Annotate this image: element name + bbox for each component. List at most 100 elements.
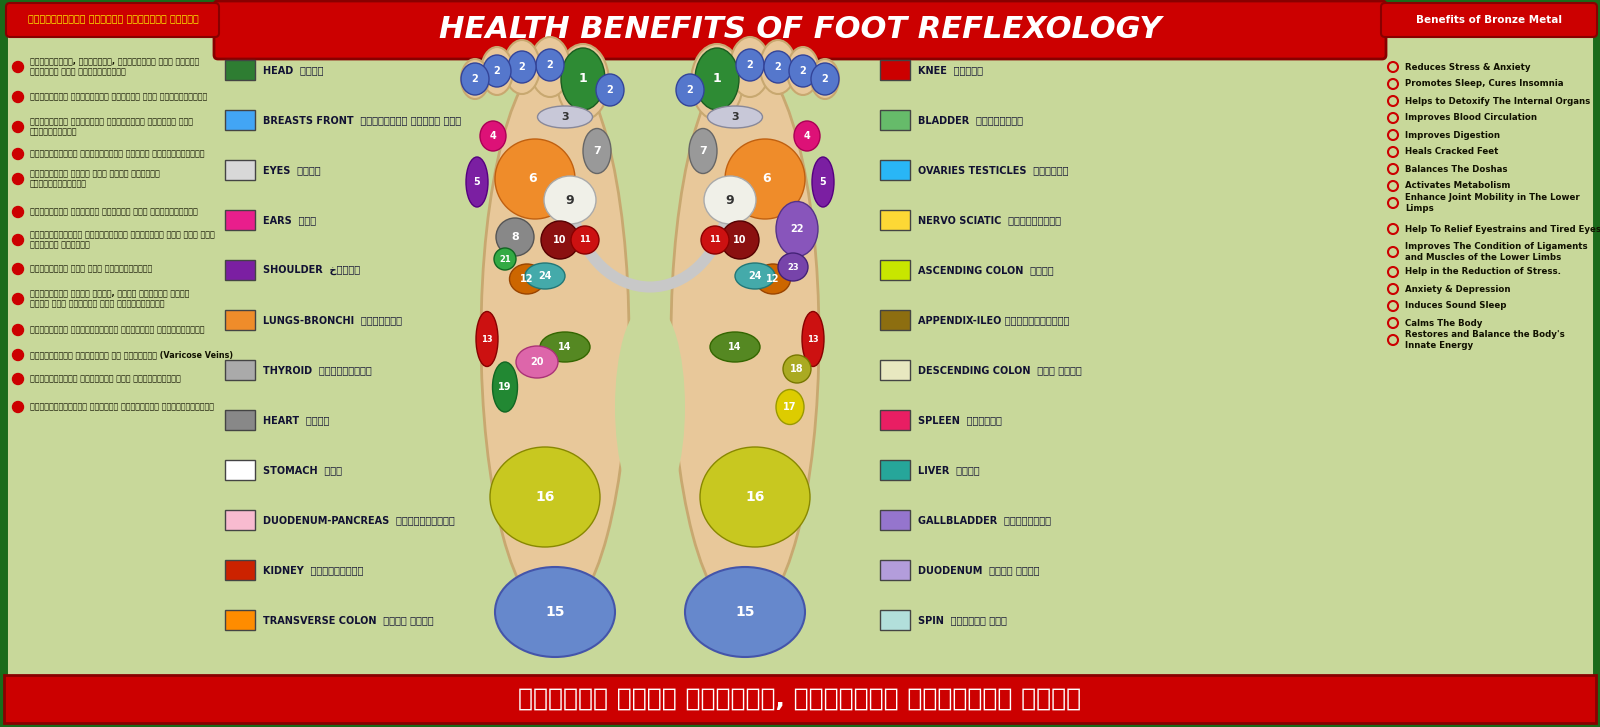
Text: पायावरची सूज कमी करण्यासाठी: पायावरची सूज कमी करण्यासाठी <box>30 265 152 273</box>
Text: EYES  डोळे: EYES डोळे <box>262 165 320 175</box>
Text: 2: 2 <box>518 62 525 72</box>
Ellipse shape <box>794 121 819 151</box>
Ellipse shape <box>691 44 742 120</box>
Text: 13: 13 <box>482 334 493 343</box>
Text: 6: 6 <box>763 172 771 185</box>
Circle shape <box>13 350 24 361</box>
Ellipse shape <box>477 311 498 366</box>
Text: GALLBLADDER  पित्ताशय: GALLBLADDER पित्ताशय <box>918 515 1051 525</box>
Text: 16: 16 <box>536 490 555 504</box>
Ellipse shape <box>482 57 629 617</box>
Ellipse shape <box>562 48 605 110</box>
Ellipse shape <box>482 47 514 95</box>
Text: SPLEEN  पाणथरी: SPLEEN पाणथरी <box>918 415 1002 425</box>
Text: 9: 9 <box>726 193 734 206</box>
Ellipse shape <box>480 121 506 151</box>
Circle shape <box>13 294 24 305</box>
Ellipse shape <box>626 307 685 507</box>
Text: 11: 11 <box>709 236 722 244</box>
Text: 2: 2 <box>747 60 754 70</box>
Text: शरीरातील रक्तप्रवाह सुरळळित करण्यासाठी: शरीरातील रक्तप्रवाह सुरळळित करण्यासाठी <box>30 326 205 334</box>
Text: 10: 10 <box>733 235 747 245</box>
Ellipse shape <box>496 218 534 256</box>
Text: STOMACH  पोट: STOMACH पोट <box>262 465 342 475</box>
FancyBboxPatch shape <box>226 260 254 280</box>
Text: Activates Metabolism: Activates Metabolism <box>1405 182 1510 190</box>
Text: Improves Digestion: Improves Digestion <box>1405 131 1501 140</box>
Text: LIVER  यकृत: LIVER यकृत <box>918 465 979 475</box>
Ellipse shape <box>707 106 763 128</box>
Circle shape <box>13 324 24 335</box>
Text: SHOULDER  خांदा: SHOULDER خांदा <box>262 265 360 275</box>
Ellipse shape <box>595 74 624 106</box>
Text: शरीरातील पित्ताचे प्रमाण कमी करण्यासाठी: शरीरातील पित्ताचे प्रमाण कमी करण्यासाठी <box>30 92 208 102</box>
Ellipse shape <box>776 390 805 425</box>
Ellipse shape <box>787 47 819 95</box>
Text: Help in the Reduction of Stress.: Help in the Reduction of Stress. <box>1405 268 1562 276</box>
FancyBboxPatch shape <box>226 210 254 230</box>
FancyBboxPatch shape <box>880 60 910 80</box>
Text: Helps to Detoxify The Internal Organs: Helps to Detoxify The Internal Organs <box>1405 97 1590 105</box>
Text: DUODENUM-PANCREAS  स्वादुपिंड: DUODENUM-PANCREAS स्वादुपिंड <box>262 515 454 525</box>
Ellipse shape <box>813 157 834 207</box>
Text: 12: 12 <box>766 274 779 284</box>
Ellipse shape <box>525 263 565 289</box>
FancyBboxPatch shape <box>226 310 254 330</box>
Circle shape <box>13 206 24 217</box>
FancyBboxPatch shape <box>880 360 910 380</box>
FancyBboxPatch shape <box>880 410 910 430</box>
FancyBboxPatch shape <box>226 510 254 530</box>
Text: पायाला मसाज म्हणजे, संपूर्ण शरीराला मसाज: पायाला मसाज म्हणजे, संपूर्ण शरीराला मसाज <box>518 687 1082 711</box>
FancyBboxPatch shape <box>880 210 910 230</box>
Text: 2: 2 <box>686 85 693 95</box>
Text: Improves Blood Circulation: Improves Blood Circulation <box>1405 113 1538 123</box>
FancyBboxPatch shape <box>226 560 254 580</box>
Text: 15: 15 <box>546 605 565 619</box>
Ellipse shape <box>544 176 595 224</box>
Text: BLADDER  सूत्राशय: BLADDER सूत्राशय <box>918 115 1022 125</box>
Text: NERVO SCIATIC  मज्जातंतू: NERVO SCIATIC मज्जातंतू <box>918 215 1061 225</box>
Ellipse shape <box>494 567 614 657</box>
Text: 24: 24 <box>749 271 762 281</box>
Text: 7: 7 <box>594 146 602 156</box>
Text: 14: 14 <box>558 342 571 352</box>
Text: 11: 11 <box>579 236 590 244</box>
Ellipse shape <box>701 226 730 254</box>
Text: 12: 12 <box>520 274 534 284</box>
Ellipse shape <box>530 37 570 97</box>
Ellipse shape <box>760 40 797 94</box>
FancyBboxPatch shape <box>880 560 910 580</box>
Text: SPIN  पाठीचा कणा: SPIN पाठीचा कणा <box>918 615 1006 625</box>
FancyBboxPatch shape <box>226 410 254 430</box>
Ellipse shape <box>675 74 704 106</box>
Text: 10: 10 <box>554 235 566 245</box>
Ellipse shape <box>493 362 517 412</box>
Ellipse shape <box>736 49 765 81</box>
Text: 4: 4 <box>490 131 496 141</box>
Text: HEALTH BENEFITS OF FOOT REFLEXOLOGY: HEALTH BENEFITS OF FOOT REFLEXOLOGY <box>438 15 1162 44</box>
Circle shape <box>13 148 24 159</box>
Text: 2: 2 <box>547 60 554 70</box>
FancyBboxPatch shape <box>226 110 254 130</box>
Text: Reduces Stress & Anxiety: Reduces Stress & Anxiety <box>1405 63 1531 71</box>
Ellipse shape <box>704 176 757 224</box>
Text: DUODENUM  लहान आतडे: DUODENUM लहान आतडे <box>918 565 1040 575</box>
Circle shape <box>13 62 24 73</box>
Ellipse shape <box>541 221 579 259</box>
FancyBboxPatch shape <box>226 160 254 180</box>
Ellipse shape <box>494 139 574 219</box>
FancyBboxPatch shape <box>880 460 910 480</box>
Text: APPENDIX-ILEO आन्त्रपुच्छ: APPENDIX-ILEO आन्त्रपुच्छ <box>918 315 1069 325</box>
Ellipse shape <box>734 263 774 289</box>
Circle shape <box>13 401 24 412</box>
Text: 17: 17 <box>784 402 797 412</box>
Text: 18: 18 <box>790 364 803 374</box>
Text: 20: 20 <box>530 357 544 367</box>
Text: व्हेरिकोज व्हेन्स वर उपयुक्त (Varicose Veins): व्हेरिकोज व्हेन्स वर उपयुक्त (Varicose V… <box>30 350 234 359</box>
Ellipse shape <box>789 55 818 87</box>
FancyBboxPatch shape <box>6 3 219 37</box>
Text: डोळयांच्या स्नायूंना चालना मिळण्यासाठी: डोळयांच्या स्नायूंना चालना मिळण्यासाठी <box>30 150 205 158</box>
Ellipse shape <box>571 226 598 254</box>
Text: शरीरातील वाढलेली अतिरिक्त उष्णता कमी
करण्यासाठी: शरीरातील वाढलेली अतिरिक्त उष्णता कमी करण… <box>30 117 194 137</box>
Circle shape <box>13 263 24 275</box>
